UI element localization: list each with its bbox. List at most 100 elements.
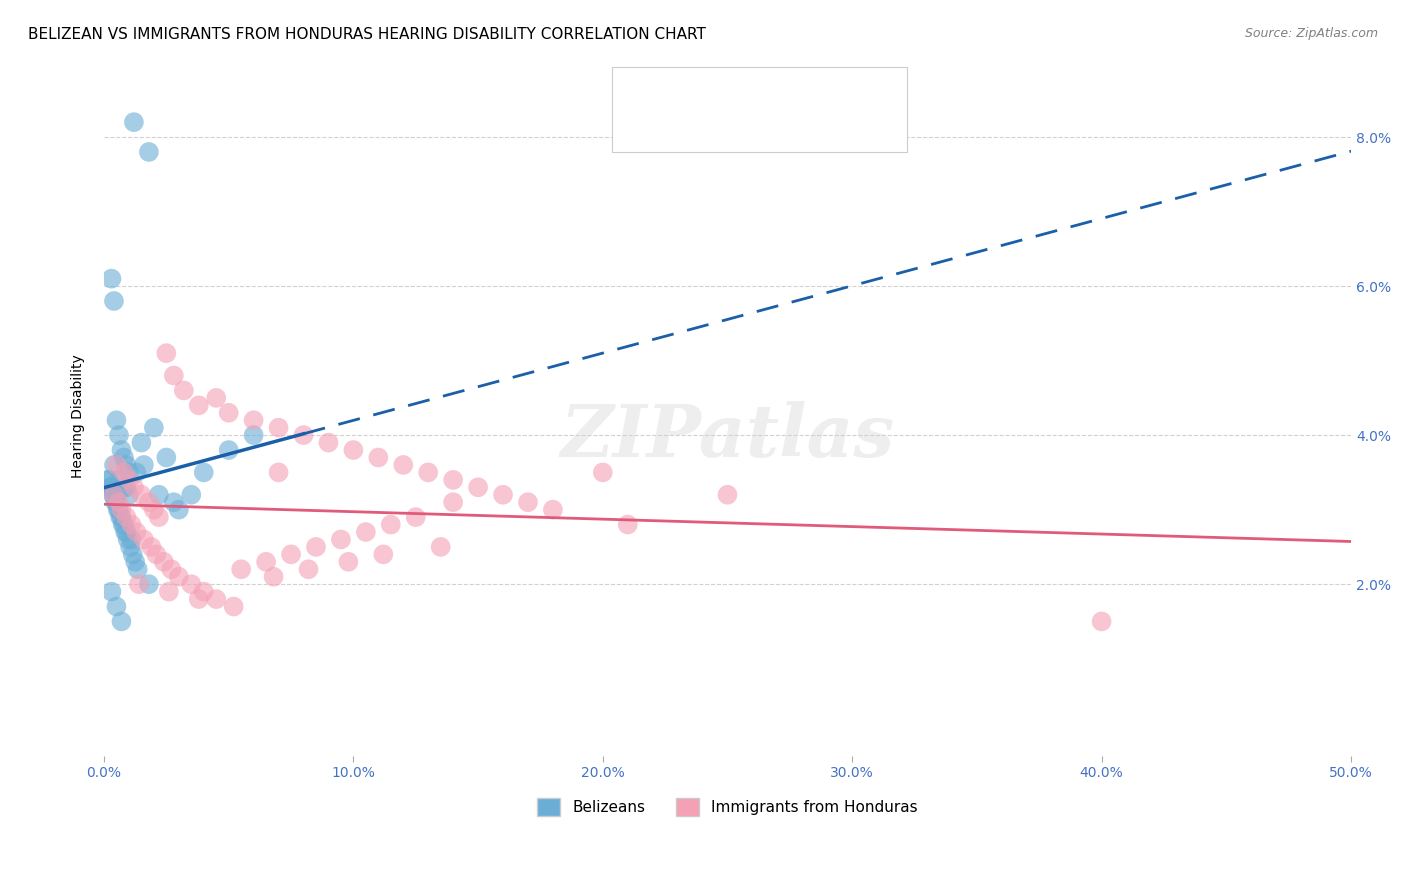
Point (380, 517, 402, 532)
Point (205, 391, 228, 405)
Point (110, 510, 132, 524)
Point (125, 524, 148, 539)
Point (115, 510, 138, 524)
Point (148, 510, 170, 524)
Point (124, 555, 146, 569)
Point (132, 458, 155, 472)
Point (108, 473, 131, 487)
Point (103, 488, 125, 502)
Point (121, 547, 143, 561)
Point (138, 577, 160, 591)
Point (231, 562, 253, 576)
Point (100, 271, 122, 285)
Point (108, 495, 131, 509)
Point (112, 517, 135, 532)
Point (98, 480, 121, 494)
Point (105, 413, 128, 427)
Text: R = 0.056   N = 65: R = 0.056 N = 65 (662, 116, 832, 134)
Point (104, 495, 127, 509)
Point (373, 547, 395, 561)
Point (193, 584, 215, 599)
Point (111, 517, 134, 532)
Point (118, 488, 141, 502)
Point (115, 524, 138, 539)
Point (103, 458, 125, 472)
Point (103, 293, 125, 308)
Point (441, 473, 464, 487)
Point (131, 488, 153, 502)
Text: BELIZEAN VS IMMIGRANTS FROM HONDURAS HEARING DISABILITY CORRELATION CHART: BELIZEAN VS IMMIGRANTS FROM HONDURAS HEA… (28, 27, 706, 42)
Point (103, 488, 125, 502)
Point (541, 502, 564, 516)
Point (127, 562, 149, 576)
Text: ZIPatlas: ZIPatlas (561, 401, 894, 473)
Text: R = 0.087   N = 53: R = 0.087 N = 53 (662, 82, 832, 100)
Point (105, 599, 128, 614)
Point (242, 428, 264, 442)
Point (429, 540, 451, 554)
Point (517, 495, 540, 509)
Point (267, 466, 290, 480)
Point (180, 488, 202, 502)
Point (160, 562, 183, 576)
Point (441, 495, 464, 509)
Point (616, 517, 638, 532)
Point (122, 115, 145, 129)
Point (318, 435, 340, 450)
Point (142, 502, 165, 516)
Point (100, 584, 122, 599)
Point (117, 533, 139, 547)
Point (141, 540, 163, 554)
Text: Source: ZipAtlas.com: Source: ZipAtlas.com (1244, 27, 1378, 40)
Point (148, 488, 170, 502)
Point (254, 555, 277, 569)
Point (118, 466, 141, 480)
Point (120, 540, 142, 554)
Point (108, 428, 131, 442)
Point (97, 473, 120, 487)
Point (222, 599, 245, 614)
Point (187, 592, 209, 607)
Point (155, 346, 177, 360)
Point (342, 443, 364, 458)
Point (142, 420, 165, 434)
Point (125, 466, 148, 480)
Point (193, 466, 215, 480)
Point (329, 533, 352, 547)
Point (108, 510, 131, 524)
Point (167, 502, 190, 516)
Point (112, 466, 135, 480)
Point (337, 555, 360, 569)
Point (163, 495, 186, 509)
Point (297, 562, 319, 576)
Point (115, 458, 138, 472)
Point (492, 488, 515, 502)
Point (118, 473, 141, 487)
Point (280, 547, 302, 561)
Point (167, 570, 190, 584)
Point (120, 533, 142, 547)
Point (205, 592, 228, 607)
Point (122, 480, 145, 494)
Point (98, 473, 121, 487)
Point (115, 480, 138, 494)
Point (114, 524, 136, 539)
Point (110, 443, 132, 458)
Point (263, 570, 285, 584)
Point (1091, 615, 1114, 629)
Point (467, 480, 489, 494)
Point (392, 458, 415, 472)
Point (128, 577, 150, 591)
Point (153, 555, 176, 569)
Point (101, 488, 124, 502)
Point (110, 615, 132, 629)
Point (105, 495, 128, 509)
Point (138, 495, 160, 509)
Point (107, 502, 129, 516)
Point (173, 384, 195, 398)
Point (242, 413, 264, 427)
Point (592, 466, 614, 480)
Point (112, 450, 135, 465)
Point (105, 458, 128, 472)
Point (180, 577, 202, 591)
